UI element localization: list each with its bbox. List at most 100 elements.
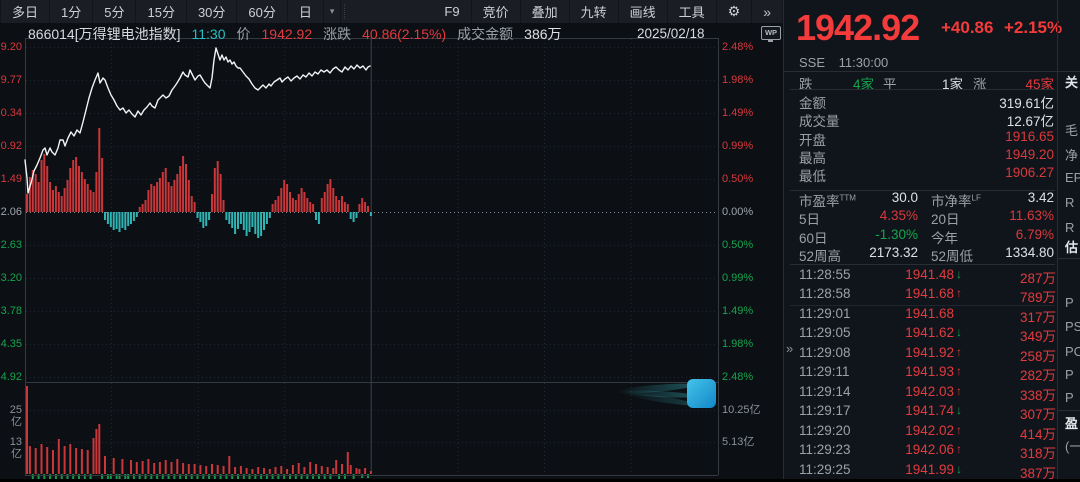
- tick-time: 11:28:58: [799, 286, 851, 302]
- volume-bar: [89, 474, 92, 479]
- clipped-label: 关: [1065, 75, 1079, 90]
- turnover-value: 386万: [524, 26, 562, 42]
- volume-bar: [260, 474, 263, 479]
- money-flow-bar: [320, 198, 323, 212]
- money-flow-bar: [237, 212, 239, 229]
- session-row: SSE 11:30:00: [799, 55, 898, 70]
- wp-badge-text: WP: [764, 28, 778, 37]
- volume-bar: [43, 474, 46, 479]
- money-flow-bar: [182, 156, 185, 212]
- tick-time: 11:29:14: [799, 383, 851, 399]
- tick-price: 1941.99: [905, 461, 954, 477]
- volume-bar: [303, 467, 306, 474]
- more-chevron-icon[interactable]: »: [752, 0, 783, 23]
- money-flow-bar: [263, 212, 265, 230]
- money-flow-bar: [271, 204, 274, 212]
- quote-panel: » 1942.92 +40.86 +2.15% SSE 11:30:00 跌 4…: [783, 0, 1080, 481]
- volume-bar: [225, 474, 228, 479]
- volume-bar: [222, 466, 225, 474]
- toolbar-grip: [344, 4, 349, 19]
- down-count-label: 跌: [799, 77, 813, 92]
- volume-bar: [164, 460, 167, 474]
- button-tools[interactable]: 工具: [668, 0, 717, 23]
- volume-bar: [309, 462, 312, 474]
- volume-bar: [251, 469, 254, 474]
- axis-label-left: 1.49: [0, 173, 22, 185]
- volume-bar: [338, 474, 341, 479]
- volume-bar: [277, 474, 280, 479]
- period-15min[interactable]: 15分: [136, 0, 187, 23]
- clipped-label: P: [1065, 295, 1074, 310]
- tick-time: 11:29:05: [799, 325, 851, 341]
- money-flow-bar: [274, 200, 277, 212]
- period-multi-day[interactable]: 多日: [0, 0, 51, 23]
- divider: [784, 71, 1080, 72]
- money-flow-bar: [115, 212, 118, 229]
- period-60min[interactable]: 60分: [237, 0, 288, 23]
- button-nine-turn[interactable]: 九转: [570, 0, 619, 23]
- chart-header: 866014[万得锂电池指数] 11:30 价 1942.92 涨跌 40.86…: [0, 24, 668, 44]
- money-flow-bar: [300, 188, 303, 212]
- period-5min[interactable]: 5分: [93, 0, 137, 23]
- axis-label-left: 4.92: [0, 371, 22, 383]
- tick-volume: 349万: [1019, 329, 1056, 345]
- price-change: +40.86: [941, 18, 994, 37]
- money-flow-bar: [75, 157, 78, 212]
- button-auction[interactable]: 竞价: [472, 0, 521, 23]
- volume-bar: [219, 474, 222, 479]
- money-flow-bar: [86, 184, 89, 212]
- tick-volume: 318万: [1019, 446, 1056, 462]
- volume-bar: [115, 474, 118, 479]
- button-draw-line[interactable]: 画线: [619, 0, 668, 23]
- chart-date: 2025/02/18: [637, 26, 705, 41]
- volume-bar: [265, 474, 268, 479]
- period-daily[interactable]: 日: [288, 0, 324, 23]
- period-30min[interactable]: 30分: [187, 0, 238, 23]
- volume-bar: [124, 474, 127, 479]
- money-flow-bar: [355, 212, 358, 218]
- money-flow-bar: [190, 196, 193, 212]
- wp-monitor-icon[interactable]: WP: [761, 26, 781, 42]
- intraday-chart[interactable]: [0, 0, 783, 479]
- money-flow-bar: [124, 212, 127, 230]
- volume-bar: [349, 465, 352, 474]
- stat-label: 成交量: [799, 114, 840, 130]
- volume-bar: [49, 474, 52, 479]
- volume-bar: [300, 474, 303, 479]
- tick-time: 11:29:23: [799, 442, 851, 458]
- money-flow-bar: [31, 170, 34, 212]
- arrow-down-icon: ↓: [956, 325, 962, 340]
- money-flow-bar: [245, 212, 248, 236]
- volume-bar: [141, 461, 144, 474]
- volume-bar: [66, 474, 69, 479]
- stat-label: 金额: [799, 96, 826, 111]
- clipped-label: R: [1065, 220, 1075, 235]
- money-flow-bar: [156, 182, 159, 212]
- money-flow-bar: [254, 212, 257, 234]
- panel-expand-handle-icon[interactable]: »: [786, 341, 794, 356]
- volume-bar: [176, 459, 179, 474]
- money-flow-bar: [231, 212, 234, 228]
- tick-price: 1941.93: [905, 364, 954, 380]
- arrow-up-icon: ↑: [956, 422, 962, 437]
- period-dropdown-caret-icon[interactable]: ▾: [324, 0, 342, 23]
- money-flow-bar: [213, 168, 216, 212]
- volume-bar: [228, 456, 231, 474]
- money-flow-bar: [208, 212, 211, 220]
- button-f9[interactable]: F9: [433, 0, 472, 23]
- money-flow-bar: [147, 190, 150, 212]
- axis-label-left: 13亿: [9, 436, 22, 460]
- money-flow-bar: [335, 196, 338, 212]
- button-overlay[interactable]: 叠加: [521, 0, 570, 23]
- money-flow-bar: [54, 186, 57, 212]
- volume-bar: [190, 474, 193, 479]
- money-flow-bar: [225, 212, 228, 220]
- money-flow-bar: [364, 202, 367, 212]
- money-flow-bar: [49, 182, 52, 212]
- money-flow-bar: [306, 198, 309, 212]
- button-label: 工具: [678, 5, 705, 20]
- gear-icon[interactable]: ⚙: [717, 0, 753, 23]
- period-1min[interactable]: 1分: [50, 0, 94, 23]
- money-flow-bar: [52, 190, 54, 212]
- volume-bar: [161, 474, 164, 479]
